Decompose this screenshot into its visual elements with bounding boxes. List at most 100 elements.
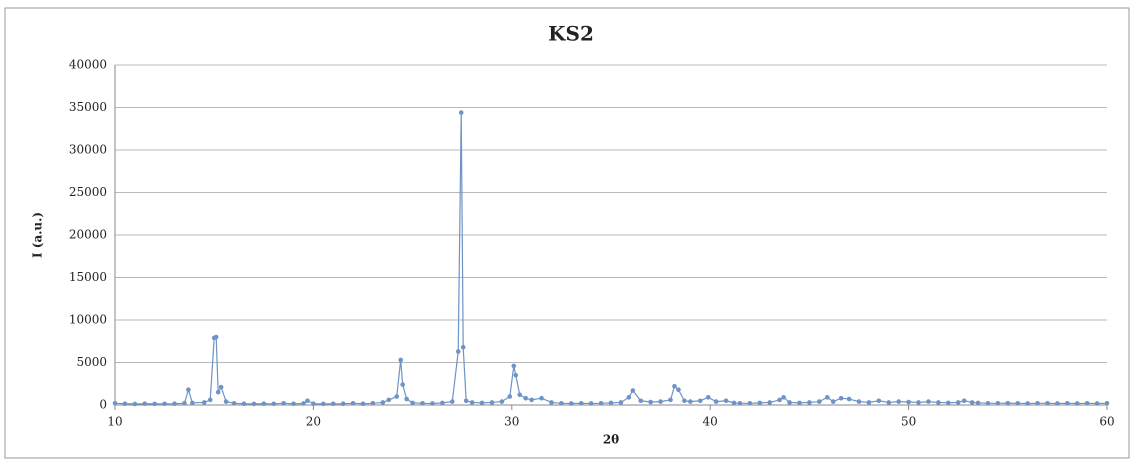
- data-point: [787, 400, 792, 405]
- data-point: [961, 398, 967, 404]
- data-point: [271, 401, 277, 407]
- data-point: [1015, 401, 1021, 406]
- data-point: [305, 398, 310, 404]
- data-point: [757, 400, 763, 406]
- data-point: [638, 398, 644, 404]
- data-point: [142, 401, 148, 407]
- data-point: [1084, 401, 1090, 406]
- data-point: [455, 349, 461, 354]
- chart-title: KS2: [548, 22, 594, 46]
- x-tick-label: 50: [901, 415, 916, 429]
- data-point: [856, 399, 862, 404]
- data-point: [513, 372, 519, 378]
- data-point: [896, 399, 901, 404]
- data-point: [1005, 400, 1011, 406]
- data-point: [688, 399, 693, 404]
- data-point: [781, 395, 786, 400]
- data-point: [668, 397, 673, 403]
- data-point: [824, 395, 830, 400]
- data-point: [731, 400, 737, 406]
- data-point: [1045, 401, 1050, 406]
- y-tick-label: 0: [99, 398, 107, 412]
- x-tick-label: 20: [306, 415, 321, 429]
- data-point: [737, 401, 743, 406]
- data-point: [449, 399, 455, 404]
- data-point: [460, 344, 466, 350]
- data-point: [463, 398, 469, 404]
- data-point: [578, 401, 584, 406]
- data-point: [559, 401, 564, 406]
- data-point: [112, 401, 118, 406]
- data-point: [1094, 401, 1100, 406]
- data-point: [747, 401, 753, 406]
- data-point: [945, 400, 951, 406]
- data-point: [489, 400, 495, 405]
- data-point: [807, 400, 812, 405]
- data-point: [511, 363, 517, 369]
- data-point: [676, 387, 681, 393]
- data-point: [440, 400, 445, 406]
- data-point: [330, 401, 336, 407]
- data-point: [207, 397, 213, 403]
- data-point: [281, 401, 286, 406]
- data-point: [350, 401, 356, 406]
- data-point: [215, 389, 221, 395]
- data-point: [182, 401, 187, 406]
- data-point: [400, 382, 405, 387]
- data-point: [1104, 401, 1110, 406]
- data-point: [410, 400, 415, 406]
- data-point: [251, 401, 257, 407]
- data-point: [1074, 401, 1080, 406]
- data-point: [458, 110, 464, 115]
- data-point: [723, 398, 729, 404]
- data-point: [517, 392, 523, 398]
- data-point: [1065, 401, 1070, 406]
- data-point: [866, 400, 872, 405]
- data-point: [969, 400, 975, 405]
- data-point: [479, 400, 485, 406]
- data-point: [301, 401, 306, 406]
- data-point: [340, 401, 346, 407]
- data-point: [132, 401, 138, 407]
- y-tick-label: 15000: [69, 270, 107, 284]
- data-point: [321, 401, 326, 407]
- data-point: [985, 401, 991, 406]
- data-point: [838, 395, 844, 401]
- data-point: [122, 401, 128, 407]
- data-point: [398, 357, 403, 363]
- data-point: [223, 399, 229, 404]
- data-point: [608, 400, 614, 406]
- data-point: [955, 400, 961, 405]
- data-point: [213, 334, 219, 340]
- data-point: [916, 400, 921, 405]
- data-point: [430, 401, 435, 406]
- data-point: [626, 395, 632, 400]
- data-point: [767, 400, 773, 405]
- data-point: [311, 401, 316, 407]
- x-tick-label: 40: [703, 415, 718, 429]
- data-point: [936, 400, 941, 405]
- data-point: [152, 401, 157, 407]
- data-point: [218, 384, 224, 390]
- data-point: [172, 401, 177, 407]
- data-point: [797, 400, 802, 406]
- data-point: [523, 395, 528, 401]
- data-point: [648, 399, 653, 405]
- x-axis-label: 2θ: [603, 433, 619, 447]
- data-point: [380, 400, 386, 405]
- data-point: [529, 397, 534, 403]
- data-point: [926, 399, 931, 404]
- data-point: [469, 400, 475, 405]
- data-point: [569, 401, 574, 406]
- data-point: [846, 396, 852, 402]
- y-tick-label: 25000: [69, 185, 107, 199]
- data-point: [420, 401, 425, 406]
- data-point: [588, 401, 594, 406]
- y-tick-label: 30000: [69, 143, 107, 157]
- y-tick-label: 10000: [69, 313, 107, 327]
- data-point: [394, 394, 400, 399]
- data-point: [1055, 401, 1060, 406]
- data-point: [291, 401, 296, 407]
- y-tick-label: 20000: [69, 228, 107, 242]
- data-point: [499, 399, 505, 404]
